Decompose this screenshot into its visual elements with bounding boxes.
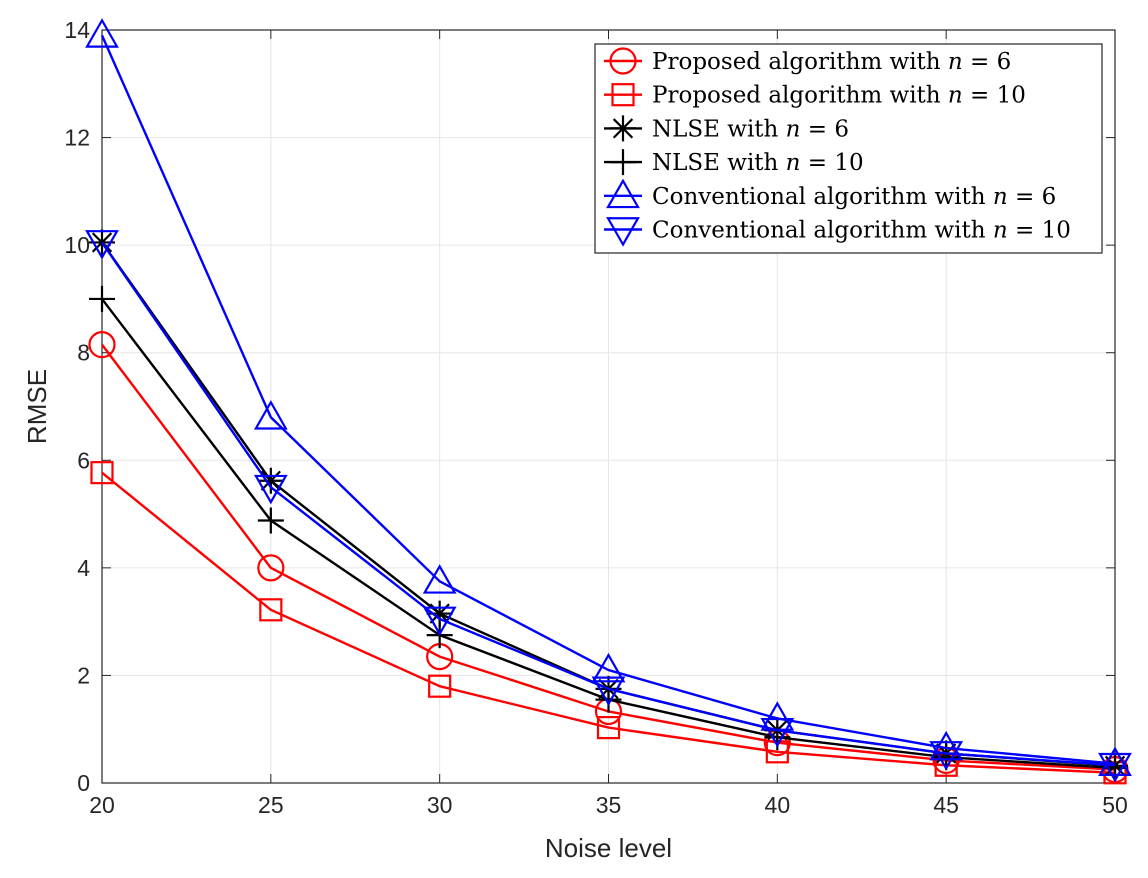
legend-box [594, 43, 1103, 254]
legend-label: Conventional algorithm with n = 6 [652, 184, 1056, 210]
series-4 [89, 285, 1128, 781]
y-tick-label: 2 [77, 662, 90, 688]
data-point-triangle-down [85, 230, 119, 260]
series-6 [85, 230, 1132, 783]
legend: Proposed algorithm with n = 6 Proposed al… [594, 43, 1103, 254]
data-point-triangle-up [253, 400, 288, 430]
data-point-circle [257, 554, 285, 582]
legend-item-2: Proposed algorithm with n = 10 [604, 83, 1026, 109]
y-tick-label: 8 [77, 340, 90, 366]
series-group [85, 18, 1132, 785]
data-point-plus [257, 507, 284, 534]
legend-label: Conventional algorithm with n = 10 [652, 218, 1071, 244]
y-tick-label: 0 [77, 770, 90, 796]
legend-item-3: NLSE with n = 6 [604, 115, 849, 142]
x-tick-label: 45 [933, 792, 959, 818]
data-point-plus [595, 686, 622, 713]
data-point-plus [1102, 754, 1128, 781]
data-point-plus [89, 285, 115, 312]
data-point-triangle-down [422, 606, 457, 637]
x-tick-label: 25 [258, 792, 284, 818]
x-tick-label: 30 [427, 792, 453, 818]
data-point-triangle-down [1098, 752, 1132, 783]
legend-marker-triangle-up [606, 178, 640, 209]
legend-label: Proposed algorithm with n = 10 [652, 83, 1026, 109]
legend-item-5: Conventional algorithm with n = 6 [604, 178, 1056, 210]
data-point-triangle-down [591, 676, 626, 707]
x-tick-label: 35 [596, 792, 622, 818]
legend-marker-square [611, 83, 635, 107]
legend-item-6: Conventional algorithm with n = 10 [604, 217, 1071, 247]
axis-ticks: 20 25 30 35 40 45 50 0 2 4 6 8 10 12 14 [64, 17, 1127, 818]
y-tick-label: 14 [64, 17, 90, 43]
series-line [100, 34, 1116, 765]
data-point-triangle-down [929, 741, 964, 771]
data-point-asterisk [426, 600, 453, 627]
data-point-triangle-up [422, 564, 457, 594]
data-point-asterisk [257, 467, 284, 494]
data-point-triangle-up [591, 652, 626, 683]
legend-item-4: NLSE with n = 10 [604, 149, 864, 176]
data-point-triangle-down [253, 474, 288, 505]
y-tick-label: 4 [77, 555, 90, 581]
y-tick-label: 10 [64, 232, 90, 258]
x-tick-label: 40 [765, 792, 791, 818]
y-tick-label: 12 [64, 125, 90, 151]
data-point-square [596, 716, 621, 740]
y-axis-label: RMSE [22, 369, 52, 444]
x-tick-label: 20 [89, 792, 115, 818]
legend-label: Proposed algorithm with n = 6 [652, 49, 1011, 75]
x-tick-label: 50 [1102, 792, 1128, 818]
legend-label: NLSE with n = 6 [652, 116, 849, 142]
data-point-triangle-up [929, 730, 964, 761]
legend-label: NLSE with n = 10 [652, 150, 864, 176]
data-point-triangle-up [85, 18, 119, 48]
y-tick-label: 6 [77, 447, 90, 473]
series-5 [85, 18, 1132, 776]
legend-item-1: Proposed algorithm with n = 6 [604, 47, 1011, 75]
data-point-square [428, 674, 452, 698]
legend-marker-plus [610, 149, 636, 176]
data-point-triangle-up [1098, 746, 1132, 776]
legend-marker-asterisk [610, 115, 636, 142]
data-point-circle [88, 331, 116, 359]
legend-marker-triangle-down [606, 217, 640, 247]
data-point-square [259, 598, 283, 622]
data-point-triangle-down [760, 717, 795, 748]
data-point-square [90, 461, 114, 485]
legend-marker-circle [609, 47, 637, 75]
series-line [101, 241, 1116, 767]
x-axis-label: Noise level [545, 833, 672, 863]
